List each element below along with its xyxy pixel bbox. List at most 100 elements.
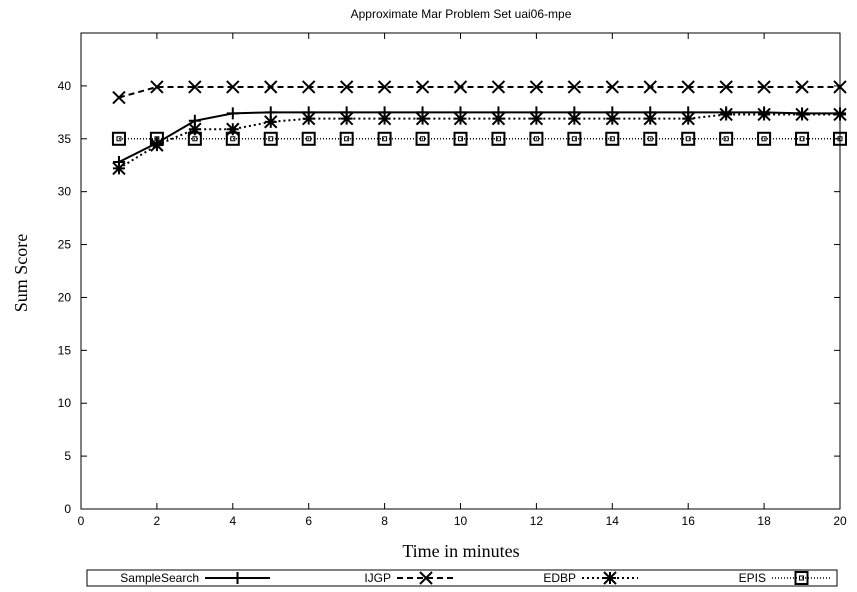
y-tick-label: 0 (64, 502, 71, 516)
data-point-epis (761, 136, 767, 142)
data-point-epis (495, 136, 501, 142)
data-point-epis (837, 136, 843, 142)
data-point-edbp (453, 111, 468, 126)
data-point-epis (833, 131, 847, 146)
axes: 0 2 4 6 8 10 12 14 16 18 20 0 5 10 15 20 25 30 35 40 (58, 32, 847, 528)
legend-label: EDBP (543, 571, 576, 585)
data-point-ijgp (150, 80, 164, 94)
data-point-epis (685, 136, 691, 142)
series-ijgp (112, 80, 847, 105)
legend-entry-ijgp: IJGP (364, 571, 455, 585)
legend-marker (794, 571, 809, 585)
data-point-epis (799, 136, 805, 142)
x-axis-label: Time in minutes (402, 541, 519, 561)
series-layer (111, 80, 847, 176)
data-point-ijgp (453, 80, 468, 94)
legend-entry-samplesearch: SampleSearch (120, 571, 270, 585)
series-edbp (112, 107, 847, 176)
data-point-epis (567, 131, 582, 146)
data-point-epis (415, 131, 430, 146)
legend-label: IJGP (364, 571, 391, 585)
chart-title: Approximate Mar Problem Set uai06-mpe (351, 7, 572, 21)
data-point-epis (571, 136, 577, 142)
data-point-epis (719, 131, 734, 146)
y-tick-label: 40 (58, 79, 72, 93)
data-point-epis (609, 136, 615, 142)
y-tick-label: 15 (58, 343, 72, 357)
x-tick-label: 16 (682, 514, 696, 528)
data-point-ijgp (112, 90, 126, 105)
data-point-epis (339, 131, 354, 146)
legend-marker (799, 575, 804, 581)
data-point-epis (306, 136, 312, 142)
legend-entry-edbp: EDBP (543, 571, 638, 585)
x-tick-label: 20 (833, 514, 847, 528)
data-point-epis (187, 131, 202, 146)
series-epis (111, 131, 847, 146)
legend-marker (603, 571, 617, 585)
data-point-edbp (112, 161, 126, 176)
data-point-edbp (643, 111, 657, 126)
legend-label: EPIS (739, 571, 766, 585)
data-point-edbp (301, 111, 316, 126)
x-tick-label: 6 (305, 514, 312, 528)
data-point-ijgp (833, 80, 847, 94)
data-point-ijgp (795, 80, 809, 94)
legend-marker (231, 572, 244, 584)
data-point-epis (382, 136, 388, 142)
data-point-epis (757, 131, 772, 146)
data-point-edbp (757, 107, 771, 122)
data-point-epis (723, 136, 729, 142)
data-point-ijgp (339, 80, 354, 94)
data-point-epis (192, 136, 198, 142)
data-point-ijgp (529, 80, 544, 94)
series-samplesearch (112, 106, 846, 169)
data-point-ijgp (681, 80, 695, 94)
data-point-edbp (567, 111, 582, 126)
data-point-epis (420, 136, 426, 142)
data-point-ijgp (264, 80, 278, 94)
data-point-ijgp (567, 80, 582, 94)
data-point-epis (643, 131, 658, 146)
data-point-epis (154, 136, 160, 142)
y-tick-label: 25 (58, 238, 72, 252)
data-point-edbp (491, 111, 506, 126)
x-tick-label: 0 (78, 514, 85, 528)
x-tick-label: 4 (229, 514, 236, 528)
data-point-edbp (795, 107, 809, 122)
x-tick-label: 12 (530, 514, 544, 528)
data-point-edbp (681, 111, 695, 126)
plot-frame (80, 32, 841, 510)
data-point-epis (681, 131, 696, 146)
data-point-edbp (264, 115, 278, 129)
data-point-edbp (833, 107, 847, 122)
y-tick-label: 10 (58, 396, 72, 410)
x-tick-label: 14 (606, 514, 620, 528)
data-point-ijgp (415, 80, 430, 94)
x-tick-label: 2 (154, 514, 161, 528)
data-point-ijgp (757, 80, 771, 94)
data-point-edbp (188, 122, 202, 136)
data-point-epis (453, 131, 468, 146)
data-point-edbp (226, 122, 240, 136)
series-line-ijgp (118, 85, 840, 99)
data-point-epis (795, 131, 810, 146)
data-point-epis (111, 131, 126, 146)
y-tick-label: 35 (58, 132, 72, 146)
data-point-ijgp (226, 80, 240, 94)
plot-area: 0 2 4 6 8 10 12 14 16 18 20 0 5 10 15 20 25 30 35 40 (58, 32, 847, 528)
data-point-epis (230, 136, 236, 142)
data-point-ijgp (643, 80, 657, 94)
data-point-edbp (339, 111, 354, 126)
x-tick-label: 8 (381, 514, 388, 528)
data-point-epis (377, 131, 392, 146)
data-point-epis (491, 131, 506, 146)
data-point-samplesearch (226, 107, 239, 120)
data-point-epis (149, 131, 164, 146)
x-tick-label: 18 (757, 514, 771, 528)
data-point-ijgp (719, 80, 733, 94)
data-point-epis (647, 136, 653, 142)
series-line-samplesearch (118, 111, 840, 163)
legend: SampleSearch IJGP EDBP EPIS (86, 569, 838, 587)
y-axis-label: Sum Score (11, 234, 31, 313)
